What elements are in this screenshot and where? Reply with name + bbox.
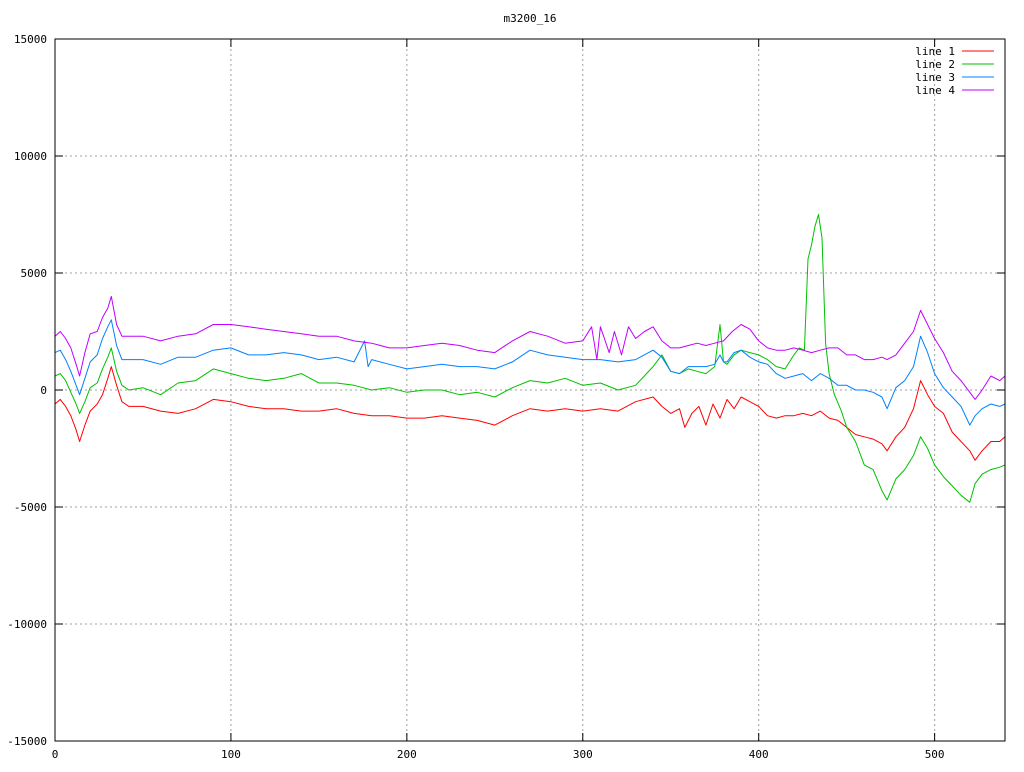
- grid: [55, 39, 1005, 741]
- y-tick-label: -5000: [14, 501, 47, 514]
- y-tick-label: 5000: [21, 267, 48, 280]
- x-tick-label: 400: [749, 748, 769, 761]
- y-tick-label: 10000: [14, 150, 47, 163]
- series-line-1: [54, 366, 1006, 461]
- x-tick-label: 100: [221, 748, 241, 761]
- axis-ticks: -15000 -10000 -5000 0 5000 10000 15000 0 100 200 3…: [7, 33, 1005, 761]
- legend-label: line 3: [915, 71, 955, 84]
- series-lines: [54, 214, 1006, 503]
- chart-title: m3200_16: [504, 12, 557, 25]
- y-tick-label: -15000: [7, 735, 47, 748]
- x-tick-label: 500: [925, 748, 945, 761]
- legend-label: line 1: [915, 45, 955, 58]
- legend-label: line 2: [915, 58, 955, 71]
- x-tick-label: 0: [52, 748, 59, 761]
- y-tick-label: -10000: [7, 618, 47, 631]
- legend-label: line 4: [915, 84, 955, 97]
- y-tick-label: 0: [40, 384, 47, 397]
- x-tick-label: 300: [573, 748, 593, 761]
- x-tick-label: 200: [397, 748, 417, 761]
- series-line-3: [54, 319, 1006, 426]
- y-tick-label: 15000: [14, 33, 47, 46]
- series-line-4: [54, 295, 1006, 400]
